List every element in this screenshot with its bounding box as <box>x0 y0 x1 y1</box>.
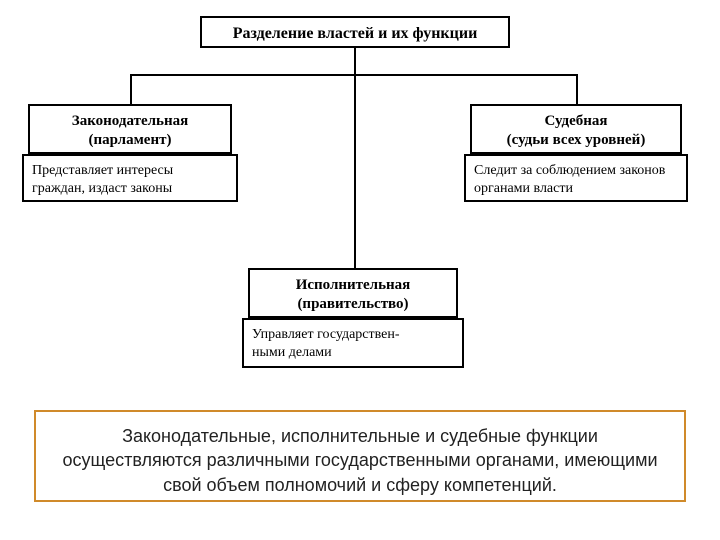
connector-right-drop <box>576 74 578 104</box>
root-node: Разделение властей и их функции <box>200 16 510 48</box>
branch-legislative-desc: Представляет интересы граждан, издаст за… <box>22 154 238 202</box>
caption-box: Законодательные, исполнительные и судебн… <box>34 410 686 502</box>
branch-judicial-title: Судебная(судьи всех уровней) <box>470 104 682 154</box>
diagram-container: Разделение властей и их функции Законода… <box>0 0 720 540</box>
connector-root-drop <box>354 48 356 74</box>
branch-executive-title: Исполнительная (правительство) <box>248 268 458 318</box>
connector-middle-drop <box>354 74 356 268</box>
branch-legislative-title: Законодательная (парламент) <box>28 104 232 154</box>
branch-judicial-desc: Следит за соблюдением законов органами в… <box>464 154 688 202</box>
connector-left-drop <box>130 74 132 104</box>
branch-executive-desc: Управляет государствен-ными делами <box>242 318 464 368</box>
